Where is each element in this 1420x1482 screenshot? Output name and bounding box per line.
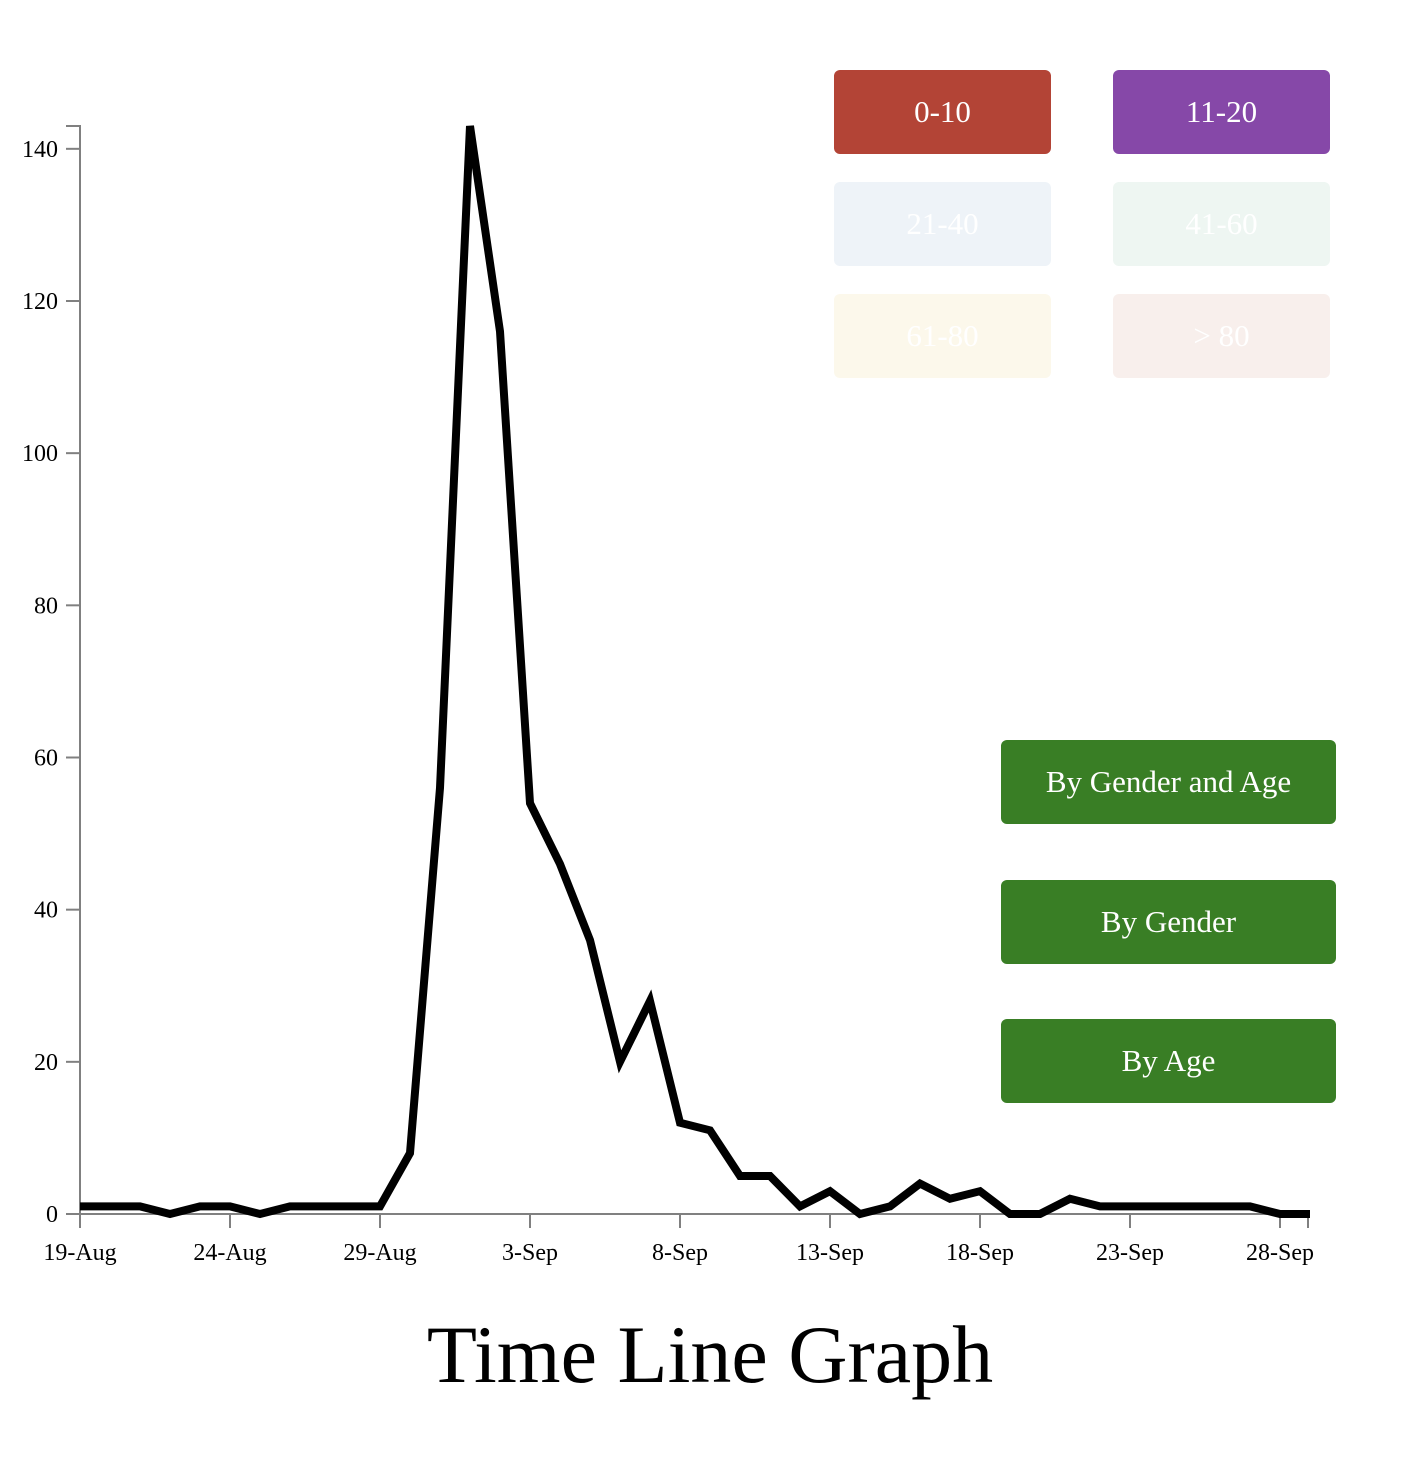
y-tick-label: 20 <box>34 1050 58 1076</box>
y-tick-label: 120 <box>22 289 58 315</box>
x-tick-label: 18-Sep <box>946 1240 1014 1266</box>
legend-item-41-60[interactable]: 41-60 <box>1113 182 1330 266</box>
x-tick-label: 13-Sep <box>796 1240 864 1266</box>
by-gender-and-age-button[interactable]: By Gender and Age <box>1001 740 1336 824</box>
y-tick-label: 100 <box>22 441 58 467</box>
y-tick-label: 140 <box>22 137 58 163</box>
x-tick-label: 8-Sep <box>652 1240 708 1266</box>
time-line-chart: 0 20 40 60 80 100 120 140 19-Aug 24-Aug 29-Aug 3-S… <box>22 125 1314 1266</box>
x-tick-label: 23-Sep <box>1096 1240 1164 1266</box>
x-tick-label: 29-Aug <box>343 1240 416 1266</box>
y-tick-label: 60 <box>34 745 58 771</box>
legend-item-over-80[interactable]: > 80 <box>1113 294 1330 378</box>
x-tick-label: 28-Sep <box>1246 1240 1314 1266</box>
legend-item-0-10[interactable]: 0-10 <box>834 70 1051 154</box>
legend-item-11-20[interactable]: 11-20 <box>1113 70 1330 154</box>
by-gender-button[interactable]: By Gender <box>1001 880 1336 964</box>
chart-title: Time Line Graph <box>426 1309 994 1400</box>
y-tick-label: 40 <box>34 898 58 924</box>
legend-item-21-40[interactable]: 21-40 <box>834 182 1051 266</box>
x-tick-label: 24-Aug <box>193 1240 266 1266</box>
x-tick-label: 19-Aug <box>43 1240 116 1266</box>
y-tick-label: 0 <box>46 1202 58 1228</box>
x-axis: 19-Aug 24-Aug 29-Aug 3-Sep 8-Sep 13-Sep 18-Sep… <box>43 1213 1314 1266</box>
by-age-button[interactable]: By Age <box>1001 1019 1336 1103</box>
series-line <box>80 125 1310 1219</box>
y-axis: 0 20 40 60 80 100 120 140 <box>22 125 81 1228</box>
legend-item-61-80[interactable]: 61-80 <box>834 294 1051 378</box>
y-tick-label: 80 <box>34 593 58 619</box>
x-tick-label: 3-Sep <box>502 1240 558 1266</box>
y-axis-domain <box>66 125 81 1215</box>
